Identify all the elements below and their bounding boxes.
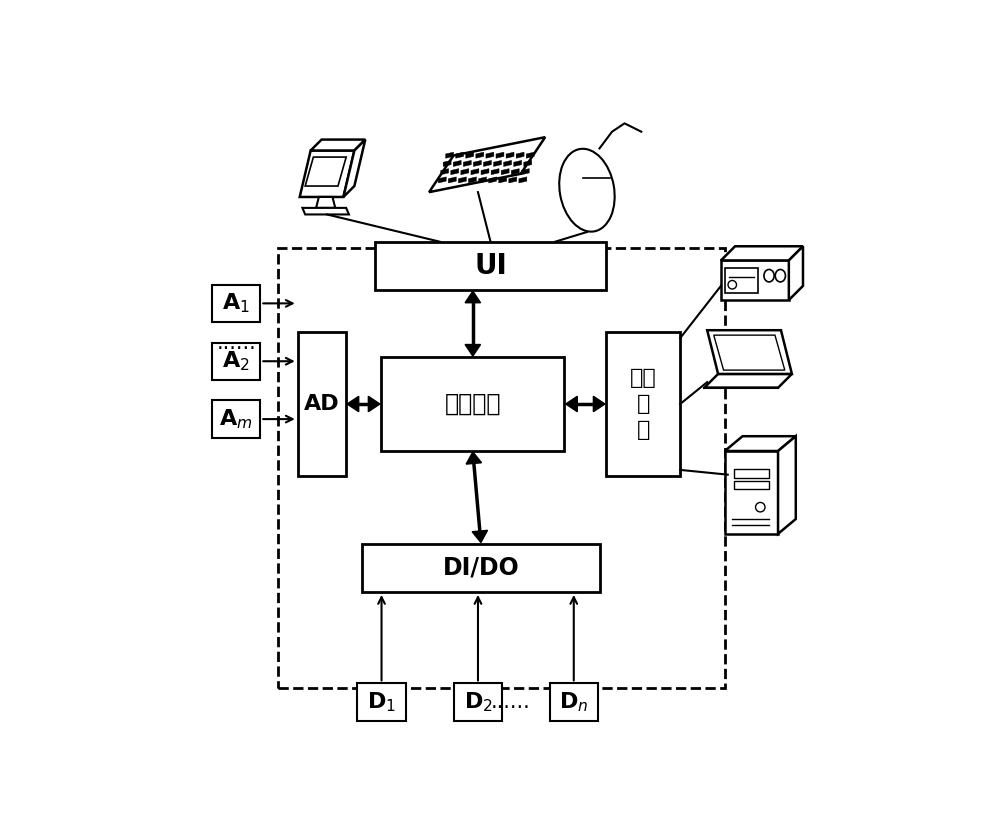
Polygon shape [721,246,803,261]
Polygon shape [443,160,451,166]
Bar [297,331,346,476]
Polygon shape [714,335,785,370]
Text: DI/DO: DI/DO [442,556,520,580]
Polygon shape [734,481,769,489]
Polygon shape [707,330,792,374]
Polygon shape [507,152,514,159]
Polygon shape [458,177,466,183]
Ellipse shape [775,270,786,282]
Text: D$_2$: D$_2$ [463,691,492,714]
Polygon shape [478,177,486,183]
Polygon shape [725,436,796,451]
Polygon shape [734,469,769,478]
Polygon shape [502,169,510,175]
Polygon shape [472,530,487,543]
Bar [381,357,565,451]
Polygon shape [485,152,493,159]
Bar [278,248,725,689]
Text: UI: UI [474,252,507,280]
Polygon shape [302,208,349,215]
Polygon shape [473,160,481,166]
Ellipse shape [756,503,765,512]
Bar [212,342,260,380]
Polygon shape [465,291,480,303]
Polygon shape [495,152,504,159]
Bar [357,683,405,721]
Text: D$_n$: D$_n$ [559,691,589,714]
Bar [212,285,260,322]
Polygon shape [517,152,525,159]
Polygon shape [705,374,792,387]
Text: ......: ...... [491,692,531,712]
Polygon shape [343,139,365,197]
Polygon shape [468,177,476,183]
Polygon shape [455,152,463,159]
Text: AD: AD [304,394,339,414]
Polygon shape [310,139,365,150]
Text: 通讯
接
口: 通讯 接 口 [630,367,657,440]
Polygon shape [429,137,546,192]
Polygon shape [778,436,796,534]
Polygon shape [488,177,496,183]
Polygon shape [368,397,380,412]
Polygon shape [453,160,461,166]
Text: A$_2$: A$_2$ [222,349,250,373]
Bar [550,683,598,721]
Polygon shape [527,152,535,159]
Polygon shape [514,160,522,166]
Polygon shape [789,246,803,300]
Polygon shape [448,177,456,183]
Ellipse shape [560,149,615,231]
Polygon shape [725,451,778,534]
Polygon shape [450,169,458,175]
Polygon shape [483,160,491,166]
Polygon shape [493,160,502,166]
Polygon shape [519,177,527,183]
Bar [362,544,600,592]
Polygon shape [491,169,499,175]
Polygon shape [299,150,354,197]
Polygon shape [522,169,530,175]
Polygon shape [440,169,448,175]
Polygon shape [504,160,512,166]
Polygon shape [438,177,446,183]
Polygon shape [721,261,789,300]
Ellipse shape [764,270,774,282]
Polygon shape [498,177,507,183]
Text: 专用芯片: 专用芯片 [444,392,502,416]
Bar [374,241,607,290]
Text: ......: ...... [216,333,256,353]
Bar [607,331,681,476]
Text: D$_1$: D$_1$ [367,691,396,714]
Polygon shape [726,268,758,293]
Polygon shape [524,160,532,166]
Polygon shape [445,152,453,159]
Polygon shape [463,160,471,166]
Polygon shape [465,345,480,356]
Polygon shape [475,152,483,159]
Polygon shape [566,397,578,412]
Polygon shape [460,169,468,175]
Polygon shape [509,177,517,183]
Polygon shape [316,197,335,208]
Ellipse shape [728,281,737,289]
Text: A$_m$: A$_m$ [219,407,253,431]
Polygon shape [594,397,605,412]
Polygon shape [465,152,473,159]
Polygon shape [305,157,346,186]
Polygon shape [347,397,358,412]
Polygon shape [466,452,481,464]
Bar [212,401,260,438]
Polygon shape [481,169,488,175]
Polygon shape [512,169,520,175]
Polygon shape [470,169,478,175]
Bar [453,683,503,721]
Text: A$_1$: A$_1$ [222,291,250,315]
